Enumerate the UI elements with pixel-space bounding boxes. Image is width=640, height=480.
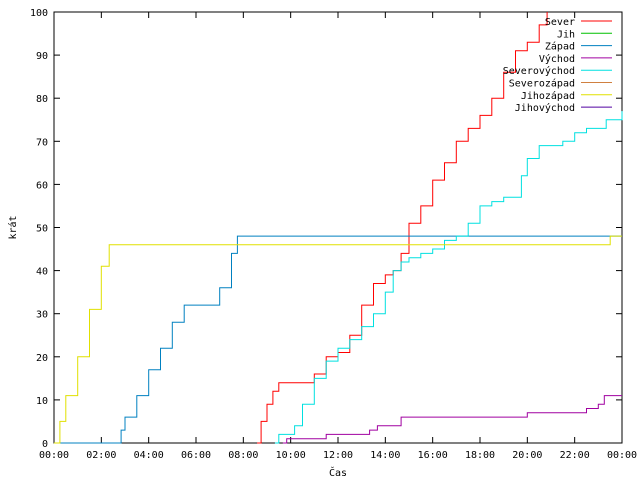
- y-tick-label: 60: [36, 180, 48, 191]
- legend-label: Sever: [545, 17, 575, 28]
- x-tick-label: 00:00: [607, 450, 637, 461]
- x-tick-label: 04:00: [134, 450, 164, 461]
- series-line-3: [282, 395, 622, 444]
- y-tick-label: 40: [36, 267, 48, 278]
- y-tick-label: 80: [36, 94, 48, 105]
- y-tick-label: 50: [36, 224, 48, 235]
- series-line-4: [274, 111, 623, 444]
- y-tick-label: 70: [36, 137, 48, 148]
- series-lines: [54, 12, 623, 444]
- y-tick-label: 0: [42, 439, 48, 450]
- legend-label: Jihozápad: [521, 90, 575, 102]
- x-tick-label: 12:00: [323, 450, 353, 461]
- x-tick-label: 08:00: [228, 450, 258, 461]
- x-axis-label: Čas: [329, 466, 347, 479]
- series-line-2: [54, 235, 622, 444]
- legend-label: Severozápad: [509, 78, 575, 90]
- legend-label: Jihovýchod: [515, 102, 575, 114]
- series-line-6: [54, 235, 622, 444]
- x-tick-label: 00:00: [39, 450, 69, 461]
- y-tick-label: 10: [36, 396, 48, 407]
- legend-label: Západ: [545, 41, 575, 53]
- axis-ticks: 0 10 20 30 40 50 60 70 80 90 100 00:00 02:00 04:00 06:…: [30, 8, 637, 461]
- x-tick-label: 06:00: [181, 450, 211, 461]
- x-tick-label: 20:00: [512, 450, 542, 461]
- legend: SeverJihZápadVýchodSeverovýchodSeverozáp…: [503, 17, 612, 114]
- y-axis-label: krát: [7, 215, 19, 239]
- x-tick-label: 14:00: [370, 450, 400, 461]
- x-tick-label: 10:00: [276, 450, 306, 461]
- y-tick-label: 20: [36, 353, 48, 364]
- y-tick-label: 30: [36, 310, 48, 321]
- x-tick-label: 22:00: [560, 450, 590, 461]
- y-tick-label: 100: [30, 8, 48, 19]
- legend-label: Severovýchod: [503, 65, 575, 77]
- x-tick-label: 18:00: [465, 450, 495, 461]
- legend-label: Jih: [557, 29, 575, 40]
- legend-label: Východ: [539, 53, 575, 65]
- y-tick-label: 90: [36, 51, 48, 62]
- x-tick-label: 16:00: [418, 450, 448, 461]
- x-tick-label: 02:00: [86, 450, 116, 461]
